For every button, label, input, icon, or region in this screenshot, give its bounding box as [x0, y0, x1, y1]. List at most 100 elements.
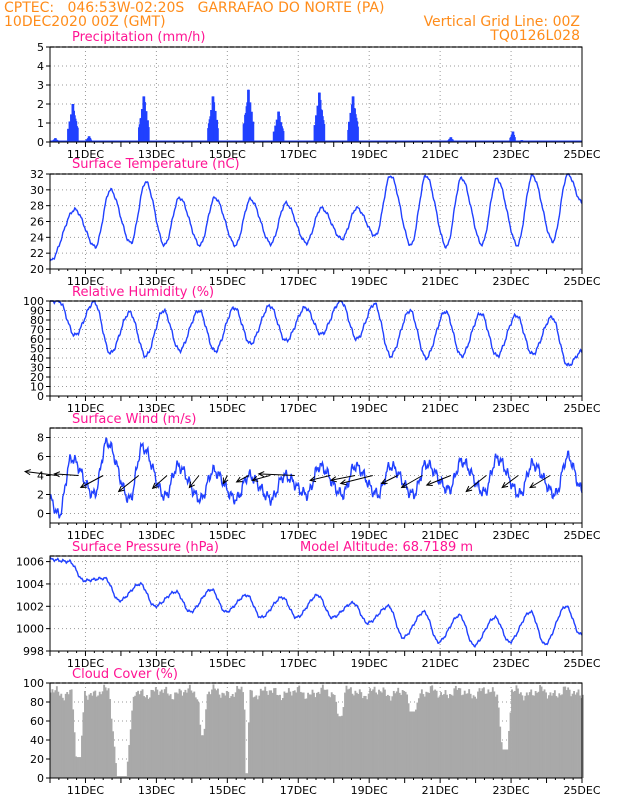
cloud-bar	[344, 692, 346, 778]
wind-arrow-shaft	[381, 475, 398, 484]
cloud-bar	[184, 689, 187, 778]
cloud-bar	[444, 690, 447, 778]
cloud-bar	[477, 691, 479, 778]
cloud-bar	[212, 684, 215, 778]
cloud-bar	[565, 690, 568, 778]
cloud-bar	[324, 689, 327, 778]
wind-arrow-head	[529, 482, 537, 489]
cloud-bar	[478, 688, 481, 778]
cloud-bar	[88, 694, 91, 778]
cloud-bar	[558, 693, 561, 778]
cloud-bar	[536, 692, 539, 778]
cloud-bar	[185, 692, 188, 778]
cloud-bar	[183, 692, 185, 778]
cloud-bar	[320, 687, 323, 778]
cloud-bar	[98, 691, 101, 778]
wind-arrow-head	[151, 482, 159, 490]
x-tick-label: 13DEC	[138, 529, 175, 542]
cloud-bar	[249, 689, 252, 778]
cloud-bar	[355, 692, 358, 778]
humidity-line	[50, 300, 583, 367]
cloud-bar	[367, 693, 370, 778]
y-tick-label: 20	[30, 263, 44, 276]
cloud-bar	[462, 694, 465, 778]
cloud-bar	[208, 691, 210, 778]
cloud-bar	[138, 694, 141, 778]
wind-arrows	[23, 469, 551, 493]
x-tick-label: 11DEC	[67, 275, 104, 288]
y-tick-label: 32	[30, 168, 44, 181]
x-tick-label: 25DEC	[563, 148, 600, 161]
precip-bar	[216, 128, 219, 142]
x-tick-label: 23DEC	[493, 275, 530, 288]
cloud-bar	[487, 689, 490, 778]
cloud-bar	[561, 694, 564, 778]
cloud-bar	[329, 697, 332, 778]
cloud-bar	[485, 693, 488, 778]
y-tick-label: 0	[37, 772, 44, 785]
x-tick-label: 25DEC	[563, 275, 600, 288]
wind-arrow-head	[465, 485, 473, 493]
cloud-bar	[274, 688, 277, 778]
cloud-bar	[457, 687, 460, 778]
cloud-bar	[382, 687, 385, 778]
cloud-bar	[101, 691, 104, 778]
cloud-bar	[156, 689, 159, 778]
cloud-bar	[231, 693, 234, 778]
cloud-bar	[128, 745, 131, 778]
x-tick-label: 23DEC	[493, 402, 530, 415]
cloud-bar	[286, 692, 289, 778]
y-tick-label: 26	[30, 216, 44, 229]
cloud-bar	[112, 731, 114, 778]
cloud-bar	[508, 730, 510, 778]
cloud-bar	[282, 698, 284, 778]
cloud-bar	[410, 711, 413, 778]
cloud-bar	[378, 689, 380, 778]
cloud-bar	[284, 692, 287, 778]
x-tick-label: 15DEC	[209, 402, 246, 415]
cloud-bar	[117, 776, 120, 778]
wind-arrow-head	[380, 478, 388, 485]
cloud-bar	[449, 694, 451, 778]
wind-arrow-head	[79, 482, 87, 489]
wind-arrow-head	[53, 471, 61, 478]
cloud-bar	[292, 690, 295, 778]
cloud-bar	[262, 690, 265, 778]
wind-arrow-head	[501, 481, 509, 489]
cloud-bar	[542, 691, 544, 778]
cloud-bar	[51, 689, 54, 778]
wind-arrow-shaft	[236, 475, 249, 483]
cloud-bar	[559, 695, 562, 778]
cloud-bar	[221, 692, 224, 778]
wind-arrow-head	[251, 475, 259, 482]
cloud-bar	[366, 699, 369, 778]
cloud-bar	[245, 773, 247, 778]
x-tick-label: 19DEC	[351, 784, 388, 797]
cloud-bar	[239, 689, 242, 778]
y-tick-label: 30	[30, 362, 44, 375]
cloud-bar	[75, 756, 77, 778]
cloud-bar	[512, 691, 515, 778]
cloud-bar	[73, 732, 76, 778]
y-tick-label: 10	[30, 381, 44, 394]
cloud-bar	[370, 690, 373, 778]
cloud-bar	[327, 696, 330, 778]
cloud-bar	[528, 692, 531, 778]
cloud-bar	[230, 696, 233, 778]
wind-arrow-shaft	[330, 475, 356, 481]
x-tick-label: 17DEC	[280, 275, 317, 288]
cloud-bar	[100, 694, 103, 778]
wind-arrow-shaft	[80, 475, 104, 488]
y-tick-label: 80	[30, 696, 44, 709]
cloud-bar	[556, 697, 559, 778]
cloud-bar	[341, 715, 343, 778]
cloud-bar	[149, 697, 151, 778]
cloud-bar	[534, 691, 537, 778]
cloud-bar	[509, 712, 512, 778]
y-tick-label: 0	[37, 390, 44, 403]
cloud-bar	[89, 693, 92, 778]
cloud-bar	[428, 692, 431, 778]
cloud-bar	[171, 699, 174, 778]
cloud-bar	[103, 684, 106, 778]
